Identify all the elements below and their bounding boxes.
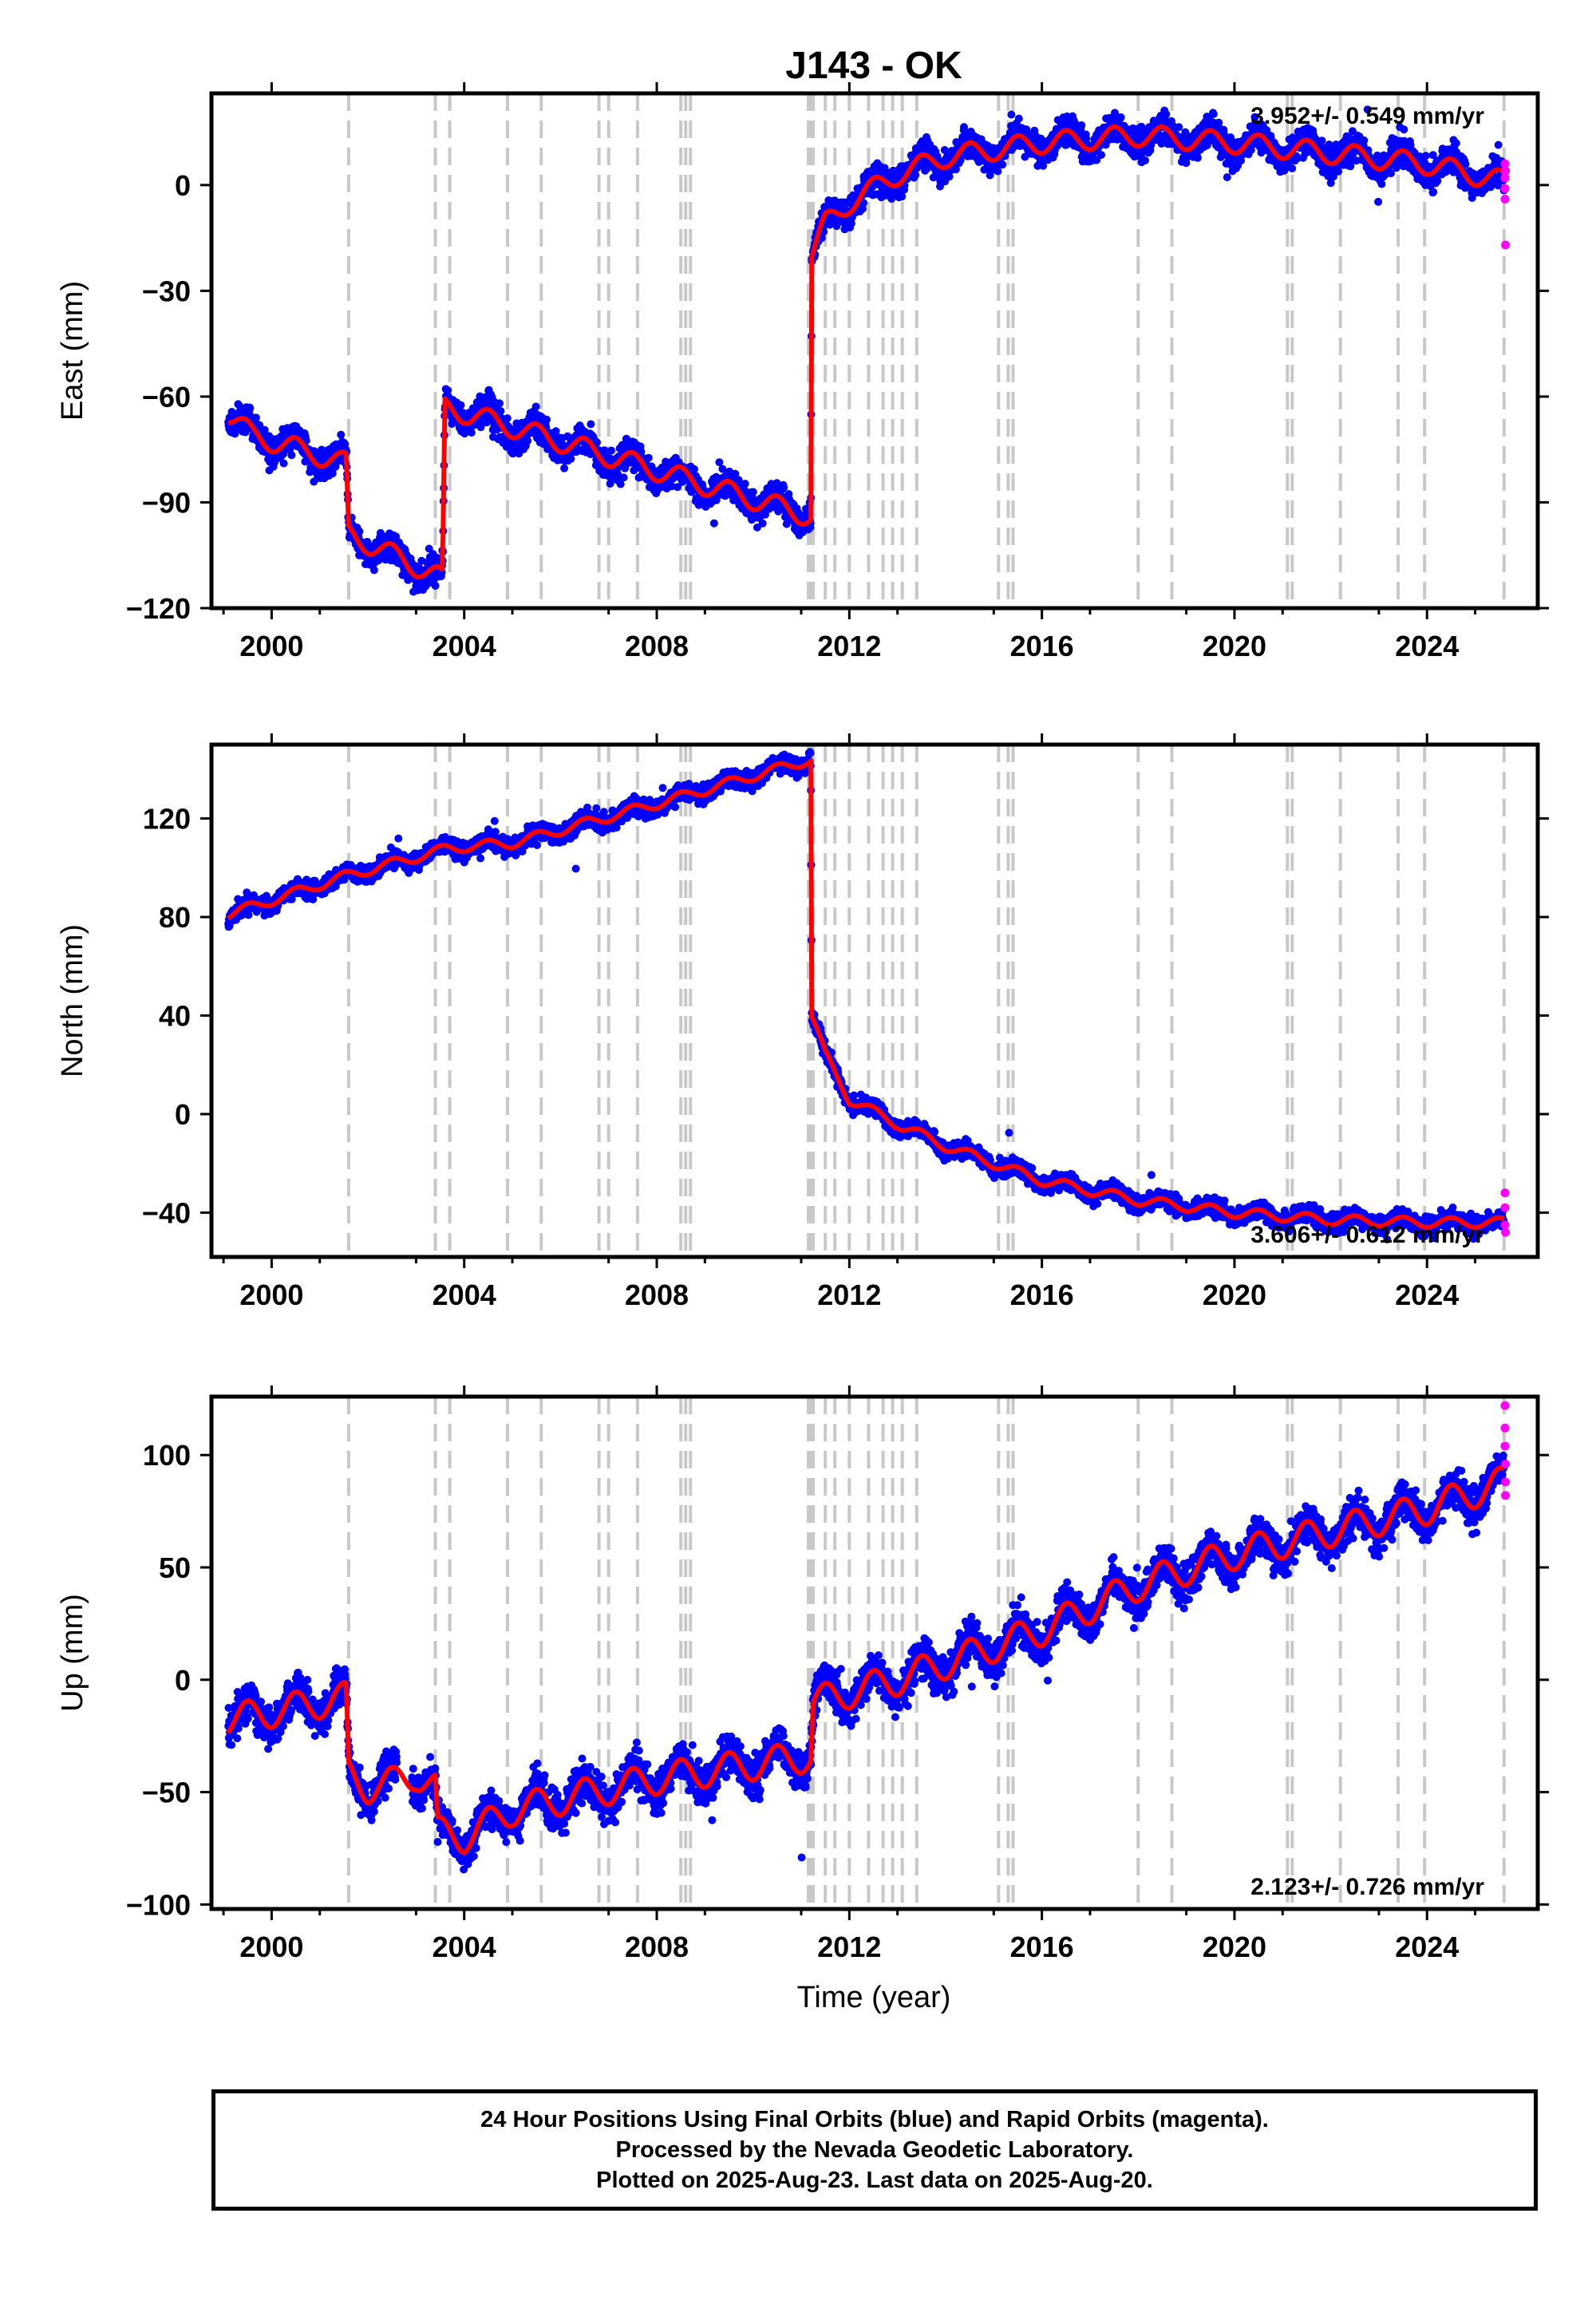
- y-tick-label: 0: [175, 169, 191, 202]
- y-axis-label: Up (mm): [56, 1594, 89, 1712]
- y-tick-label: −120: [126, 592, 191, 625]
- rapid-orbit-point: [1501, 1477, 1511, 1487]
- x-tick-label: 2008: [625, 630, 689, 662]
- x-tick-label: 2016: [1010, 630, 1074, 662]
- rate-annotation: 3.606+/- 0.612 mm/yr: [1250, 1222, 1484, 1248]
- rapid-orbit-point: [1501, 166, 1511, 176]
- caption-line-2: Processed by the Nevada Geodetic Laborat…: [615, 2137, 1134, 2163]
- x-tick-label: 2004: [433, 630, 496, 662]
- x-tick-label: 2012: [817, 1931, 881, 1963]
- model-fit-line: [227, 124, 1506, 580]
- y-tick-label: 80: [159, 901, 191, 934]
- rapid-orbit-point: [1500, 184, 1510, 193]
- rapid-orbit-point: [1500, 1220, 1510, 1230]
- y-tick-label: 100: [143, 1439, 191, 1472]
- caption-line-1: 24 Hour Positions Using Final Orbits (bl…: [480, 2107, 1269, 2132]
- y-axis-label: East (mm): [56, 281, 89, 421]
- final-orbit-points: [224, 1451, 1508, 1874]
- rapid-orbit-point: [1500, 1188, 1510, 1198]
- plot-area: [224, 1397, 1511, 1909]
- rapid-orbit-point: [1500, 1423, 1510, 1433]
- x-tick-label: 2008: [625, 1931, 689, 1963]
- x-tick-label: 2020: [1203, 630, 1266, 662]
- final-orbit-points: [224, 748, 1508, 1243]
- rate-annotation: 2.123+/- 0.726 mm/yr: [1250, 1874, 1484, 1900]
- rapid-orbit-point: [1500, 159, 1510, 168]
- x-tick-label: 2004: [433, 1931, 496, 1963]
- panel-3: 2000 2004 2008 2012 2016 2020 2024 −100 −50 0 50 10…: [56, 1385, 1549, 1963]
- chart-title: J143 - OK: [785, 45, 962, 87]
- x-tick-label: 2024: [1395, 630, 1459, 662]
- rapid-orbit-point: [1501, 1459, 1511, 1468]
- rapid-orbit-point: [1500, 1203, 1510, 1212]
- rapid-orbit-point: [1501, 240, 1511, 250]
- model-fit-line: [227, 758, 1506, 1230]
- rapid-orbit-point: [1500, 1401, 1510, 1410]
- x-tick-label: 2024: [1395, 1931, 1459, 1963]
- y-axis-label: North (mm): [56, 924, 89, 1077]
- x-tick-label: 2000: [239, 1279, 303, 1311]
- y-tick-label: 0: [175, 1098, 191, 1131]
- y-tick-label: 120: [143, 803, 191, 836]
- caption-line-3: Plotted on 2025-Aug-23. Last data on 202…: [596, 2168, 1153, 2193]
- panel-1: 2000 2004 2008 2012 2016 2020 2024 −120 −90 −60 −3…: [56, 82, 1549, 662]
- y-tick-label: −30: [142, 275, 191, 307]
- model-fit-line: [226, 1465, 1506, 1856]
- rapid-orbit-point: [1501, 1491, 1511, 1500]
- x-tick-label: 2012: [817, 630, 881, 662]
- y-tick-label: −60: [142, 381, 191, 413]
- rapid-orbit-point: [1501, 1227, 1511, 1237]
- plot-area: [224, 93, 1511, 608]
- rapid-orbit-point: [1500, 1441, 1510, 1451]
- y-tick-label: −90: [142, 486, 191, 519]
- x-tick-label: 2024: [1395, 1279, 1459, 1311]
- panel-frame: [209, 91, 1540, 611]
- y-tick-label: 50: [159, 1551, 191, 1584]
- y-tick-label: −40: [142, 1196, 191, 1229]
- x-axis-label: Time (year): [797, 1981, 951, 2014]
- x-tick-label: 2000: [239, 1931, 303, 1963]
- x-tick-label: 2016: [1010, 1279, 1074, 1311]
- panel-frame: [209, 742, 1540, 1259]
- y-tick-label: −100: [126, 1888, 191, 1921]
- x-tick-label: 2004: [433, 1279, 496, 1311]
- y-tick-label: 0: [175, 1664, 191, 1697]
- x-tick-label: 2020: [1203, 1931, 1266, 1963]
- y-tick-label: 40: [159, 1000, 191, 1033]
- x-tick-label: 2016: [1010, 1931, 1074, 1963]
- x-tick-label: 2000: [239, 630, 303, 662]
- plot-area: [224, 745, 1511, 1257]
- panel-frame: [209, 1394, 1540, 1911]
- x-tick-label: 2020: [1203, 1279, 1266, 1311]
- x-tick-label: 2012: [817, 1279, 881, 1311]
- rapid-orbit-point: [1500, 195, 1510, 204]
- rate-annotation: 3.952+/- 0.549 mm/yr: [1250, 103, 1484, 129]
- caption-box: 24 Hour Positions Using Final Orbits (bl…: [211, 2089, 1538, 2211]
- y-tick-label: −50: [142, 1777, 191, 1809]
- x-tick-label: 2008: [625, 1279, 689, 1311]
- rapid-orbit-point: [1500, 173, 1510, 183]
- panel-2: 2000 2004 2008 2012 2016 2020 2024 −40 0 40 80 120 N…: [56, 733, 1549, 1311]
- final-orbit-points: [224, 105, 1508, 596]
